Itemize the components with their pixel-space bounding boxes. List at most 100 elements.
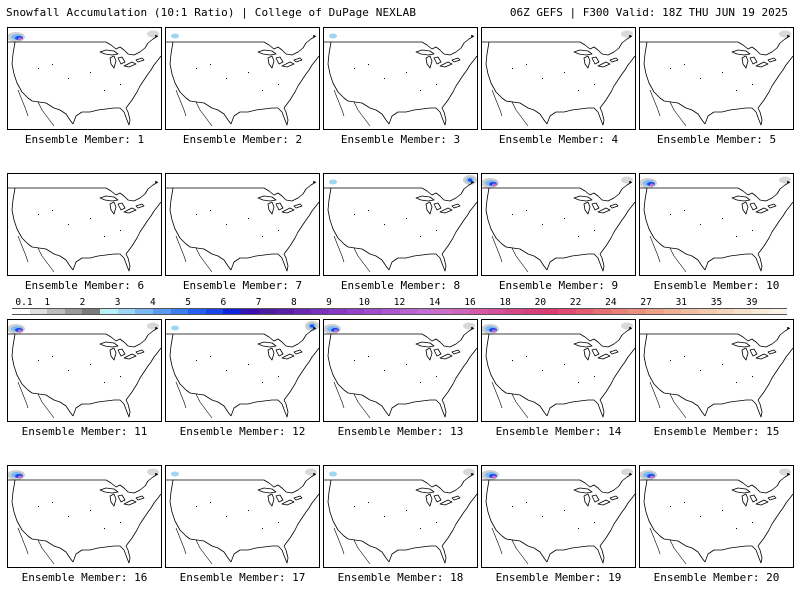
ensemble-member-label: Ensemble Member: 10 bbox=[653, 279, 780, 292]
color-scale-swatch bbox=[82, 308, 101, 315]
ensemble-member-panel: Ensemble Member: 6 bbox=[7, 173, 162, 304]
color-scale-label: 1 bbox=[44, 297, 51, 308]
color-scale-label: 12 bbox=[393, 297, 406, 308]
snowfall-area bbox=[8, 470, 25, 480]
color-scale-swatch bbox=[329, 308, 348, 315]
color-scale-label: 0.1 bbox=[15, 297, 33, 308]
snowfall-map bbox=[481, 319, 636, 422]
color-scale-swatch bbox=[399, 308, 418, 315]
snowfall-map bbox=[7, 465, 162, 568]
ensemble-member-label: Ensemble Member: 8 bbox=[340, 279, 461, 292]
snowfall-area bbox=[171, 471, 179, 477]
color-scale-swatch bbox=[100, 308, 119, 315]
color-scale-label: 24 bbox=[605, 297, 617, 308]
ensemble-member-panel: Ensemble Member: 10 bbox=[639, 173, 794, 304]
ensemble-member-label: Ensemble Member: 6 bbox=[24, 279, 145, 292]
color-scale-label: 2 bbox=[79, 297, 86, 308]
color-scale-label: 9 bbox=[326, 297, 332, 308]
color-scale-swatch bbox=[47, 308, 66, 315]
ensemble-member-label: Ensemble Member: 11 bbox=[21, 425, 148, 438]
ensemble-member-panel: Ensemble Member: 17 bbox=[165, 465, 320, 596]
ensemble-member-panel: Ensemble Member: 11 bbox=[7, 319, 162, 450]
color-scale-swatch bbox=[610, 308, 629, 315]
snowfall-area bbox=[640, 470, 657, 480]
color-scale-swatch bbox=[135, 308, 154, 315]
ensemble-member-panel: Ensemble Member: 12 bbox=[165, 319, 320, 450]
color-scale-swatch bbox=[117, 308, 136, 315]
color-scale-swatch bbox=[751, 308, 770, 315]
color-scale-swatch bbox=[681, 308, 700, 315]
color-scale-label: 4 bbox=[150, 297, 156, 308]
color-scale-swatch bbox=[170, 308, 189, 315]
color-scale-swatch bbox=[452, 308, 471, 315]
snowfall-map bbox=[639, 27, 794, 130]
snowfall-map bbox=[323, 27, 478, 130]
color-scale-label: 10 bbox=[358, 297, 370, 308]
ensemble-member-label: Ensemble Member: 16 bbox=[21, 571, 148, 584]
color-scale-swatch bbox=[311, 308, 330, 315]
color-scale-label: 14 bbox=[428, 297, 441, 308]
color-scale-swatch bbox=[522, 308, 541, 315]
color-scale-swatch bbox=[12, 308, 31, 315]
snowfall-area bbox=[463, 175, 477, 185]
color-scale-swatch bbox=[769, 308, 788, 315]
ensemble-member-panel: Ensemble Member: 1 bbox=[7, 27, 162, 158]
snowfall-area bbox=[324, 324, 341, 334]
color-scale-swatch bbox=[716, 308, 735, 315]
ensemble-member-label: Ensemble Member: 15 bbox=[653, 425, 780, 438]
snowfall-map bbox=[7, 319, 162, 422]
color-scale-label: 22 bbox=[569, 297, 582, 308]
color-scale-swatch bbox=[540, 308, 559, 315]
color-scale-swatch bbox=[646, 308, 665, 315]
color-scale-swatch bbox=[558, 308, 577, 315]
snowfall-map bbox=[7, 173, 162, 276]
ensemble-member-panel: Ensemble Member: 16 bbox=[7, 465, 162, 596]
ensemble-member-panel: Ensemble Member: 4 bbox=[481, 27, 636, 158]
snowfall-area bbox=[171, 325, 179, 331]
snowfall-area bbox=[8, 32, 25, 42]
color-scale-label: 39 bbox=[746, 297, 758, 308]
ensemble-member-label: Ensemble Member: 13 bbox=[337, 425, 464, 438]
snowfall-area bbox=[482, 324, 499, 334]
snowfall-map bbox=[639, 465, 794, 568]
color-scale-label: 35 bbox=[710, 297, 723, 308]
color-scale-swatch bbox=[276, 308, 295, 315]
snowfall-map bbox=[165, 319, 320, 422]
color-scale-swatch bbox=[152, 308, 172, 315]
snowfall-map bbox=[165, 173, 320, 276]
snowfall-map bbox=[323, 319, 478, 422]
color-scale-label: 3 bbox=[114, 297, 121, 308]
valid-time-label: 06Z GEFS | F300 Valid: 18Z THU JUN 19 20… bbox=[509, 6, 788, 19]
ensemble-member-panel: Ensemble Member: 3 bbox=[323, 27, 478, 158]
color-scale-swatch bbox=[258, 308, 277, 315]
ensemble-member-panel: Ensemble Member: 15 bbox=[639, 319, 794, 450]
color-scale-swatch bbox=[505, 308, 524, 315]
ensemble-member-panel: Ensemble Member: 18 bbox=[323, 465, 478, 596]
snowfall-map bbox=[7, 27, 162, 130]
ensemble-member-label: Ensemble Member: 2 bbox=[182, 133, 303, 146]
ensemble-member-label: Ensemble Member: 9 bbox=[498, 279, 619, 292]
snowfall-area bbox=[329, 179, 337, 185]
ensemble-member-label: Ensemble Member: 12 bbox=[179, 425, 306, 438]
ensemble-member-label: Ensemble Member: 18 bbox=[337, 571, 464, 584]
ensemble-member-panel: Ensemble Member: 5 bbox=[639, 27, 794, 158]
chart-title: Snowfall Accumulation (10:1 Ratio) | Col… bbox=[6, 6, 417, 19]
color-scale-swatch bbox=[381, 308, 400, 315]
color-scale-label: 5 bbox=[185, 297, 191, 308]
snowfall-area bbox=[329, 471, 337, 477]
ensemble-member-label: Ensemble Member: 17 bbox=[179, 571, 306, 584]
snowfall-map bbox=[639, 173, 794, 276]
color-scale-label: 27 bbox=[640, 297, 652, 308]
color-scale-swatch bbox=[64, 308, 83, 315]
color-scale-swatch bbox=[487, 308, 506, 315]
ensemble-member-panel: Ensemble Member: 13 bbox=[323, 319, 478, 450]
ensemble-member-label: Ensemble Member: 20 bbox=[653, 571, 780, 584]
color-scale-swatch bbox=[663, 308, 682, 315]
color-scale-swatch bbox=[223, 308, 242, 315]
snowfall-map bbox=[481, 27, 636, 130]
snowfall-map bbox=[165, 465, 320, 568]
snowfall-area bbox=[8, 324, 25, 334]
color-scale-swatch bbox=[240, 308, 260, 315]
ensemble-member-label: Ensemble Member: 7 bbox=[182, 279, 303, 292]
ensemble-member-label: Ensemble Member: 1 bbox=[24, 133, 145, 146]
